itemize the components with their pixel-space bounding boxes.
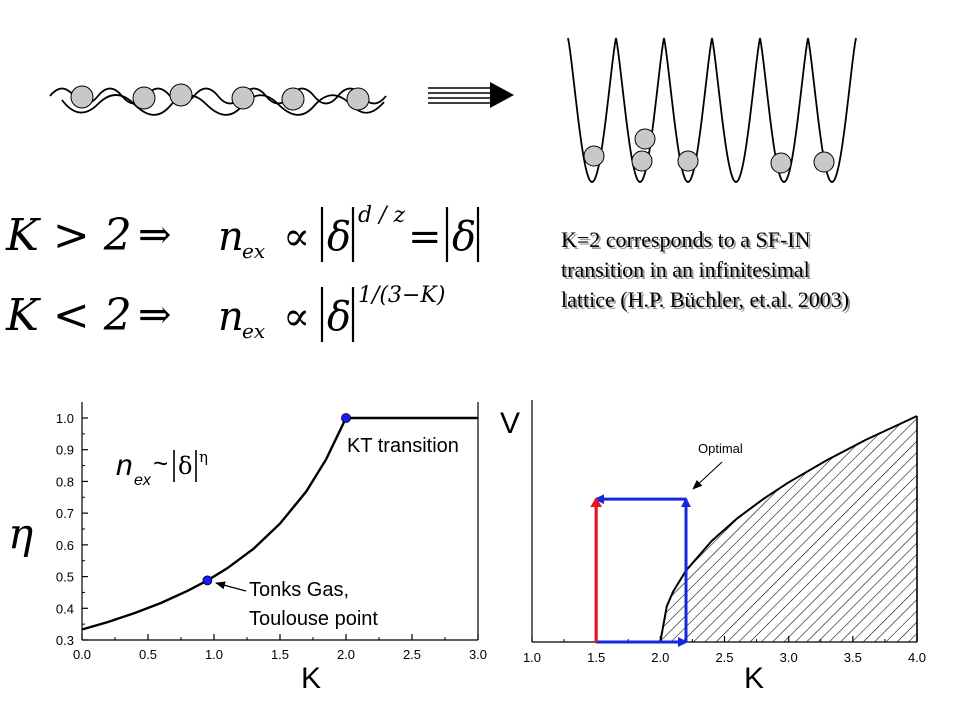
- x-tick-label: 1.0: [205, 647, 223, 662]
- x-tick-label: 1.5: [271, 647, 289, 662]
- x-tick-label: 2.0: [337, 647, 355, 662]
- formula-n: n: [116, 449, 133, 482]
- optimal-label: Optimal: [698, 441, 743, 456]
- atom: [281, 87, 305, 111]
- x-tick-label: 4.0: [908, 650, 926, 665]
- tonks-pointer-arrow: [215, 581, 247, 592]
- atom: [583, 145, 605, 167]
- x-tick-label: 2.0: [651, 650, 669, 665]
- eta-vs-k-chart: 0.0 0.5 1.0 1.5 2.0 2.5 3.0 0.3 0.4 0.5 0.6 0.7 0.8 0…: [8, 402, 487, 695]
- x-tick-label: 0.0: [73, 647, 91, 662]
- chart1-ylabel: η: [8, 509, 33, 558]
- shallow-lattice-wave: [49, 87, 387, 105]
- atom: [813, 151, 835, 173]
- chart2-ylabel: V: [500, 407, 520, 440]
- formula-tilde: ~: [153, 448, 168, 478]
- atom: [631, 150, 653, 172]
- atom: [770, 152, 792, 174]
- eq2-n: n: [218, 294, 244, 340]
- equation-k-less-2: K < 2 ⇒ n ex ∝ δ 1/(3−K): [5, 283, 445, 343]
- eq2-sub: ex: [242, 319, 265, 343]
- shallow-lattice-illustration: [49, 83, 387, 116]
- caption-line-3: lattice (H.P. Büchler, et.al. 2003): [561, 287, 849, 312]
- atom: [231, 86, 255, 110]
- eq2-lhs: K < 2: [5, 290, 132, 341]
- deep-lattice-wave: [567, 37, 857, 183]
- eq2-propto: ∝: [283, 294, 310, 340]
- data-point: [202, 575, 213, 586]
- y-tick-label: 0.8: [56, 474, 74, 489]
- formula-delta: δ: [178, 452, 192, 480]
- caption-shadow-1: K=2 corresponds to a SF-IN: [563, 229, 813, 254]
- tonks-label-1: Tonks Gas,: [249, 579, 349, 601]
- tonks-label-2: Toulouse point: [249, 608, 378, 630]
- y-tick-label: 0.7: [56, 506, 74, 521]
- atom: [132, 86, 156, 110]
- eq1-delta2: δ: [452, 214, 476, 260]
- caption: K=2 corresponds to a SF-IN transition in…: [561, 227, 851, 314]
- eq1-propto: ∝: [283, 214, 310, 260]
- deep-lattice-illustration: [567, 37, 857, 183]
- eq1-implies: ⇒: [138, 212, 172, 258]
- atom: [677, 150, 699, 172]
- eta-curve: [81, 416, 478, 631]
- caption-line-1: K=2 corresponds to a SF-IN: [561, 227, 811, 252]
- v-vs-k-phase-diagram: 1.0 1.5 2.0 2.5 3.0 3.5 4.0 V K Optimal: [500, 400, 926, 695]
- formula-eta: η: [199, 448, 208, 466]
- x-tick-label: 1.0: [523, 650, 541, 665]
- eq1-equals: =: [408, 214, 442, 260]
- x-tick-label: 1.5: [587, 650, 605, 665]
- eq1-lhs: K > 2: [5, 210, 132, 261]
- y-tick-label: 0.9: [56, 443, 74, 458]
- x-tick-label: 3.0: [780, 650, 798, 665]
- eq2-implies: ⇒: [138, 292, 172, 338]
- y-tick-label: 0.6: [56, 538, 74, 553]
- chart1-formula: n ex ~ δ η: [116, 448, 208, 489]
- eq2-exponent: 1/(3−K): [358, 283, 445, 308]
- y-tick-label: 0.5: [56, 570, 74, 585]
- eq2-delta: δ: [327, 294, 351, 340]
- caption-shadow-3: lattice (H.P. Büchler, et.al. 2003): [563, 289, 851, 314]
- caption-line-2: transition in an infinitesimal: [561, 257, 810, 282]
- atom: [634, 128, 656, 150]
- atom: [346, 87, 370, 111]
- x-tick-label: 3.5: [844, 650, 862, 665]
- eq1-exponent: d / z: [358, 203, 405, 228]
- formula-sub: ex: [134, 472, 152, 489]
- y-tick-label: 0.3: [56, 633, 74, 648]
- y-tick-label: 1.0: [56, 411, 74, 426]
- atom: [70, 85, 94, 109]
- x-tick-label: 2.5: [403, 647, 421, 662]
- caption-shadow-2: transition in an infinitesimal: [563, 259, 812, 284]
- chart1-xlabel: K: [301, 662, 321, 695]
- eq1-sub: ex: [242, 239, 265, 263]
- eq1-delta: δ: [327, 214, 351, 260]
- hatched-insulator-region: [660, 416, 917, 642]
- x-tick-label: 3.0: [469, 647, 487, 662]
- x-tick-label: 2.5: [715, 650, 733, 665]
- eq1-n: n: [218, 214, 244, 260]
- phase-boundary: [659, 415, 918, 643]
- chart2-xlabel: K: [744, 662, 764, 695]
- optimal-pointer-arrow: [692, 461, 723, 490]
- transition-arrow: [428, 82, 514, 108]
- x-tick-label: 0.5: [139, 647, 157, 662]
- atom: [169, 83, 193, 107]
- y-tick-label: 0.4: [56, 601, 74, 616]
- equation-k-greater-2: K > 2 ⇒ n ex ∝ δ d / z = δ: [5, 203, 480, 263]
- data-point: [341, 413, 351, 423]
- shallow-lattice-wave-2: [61, 94, 385, 116]
- kt-transition-label: KT transition: [347, 435, 459, 457]
